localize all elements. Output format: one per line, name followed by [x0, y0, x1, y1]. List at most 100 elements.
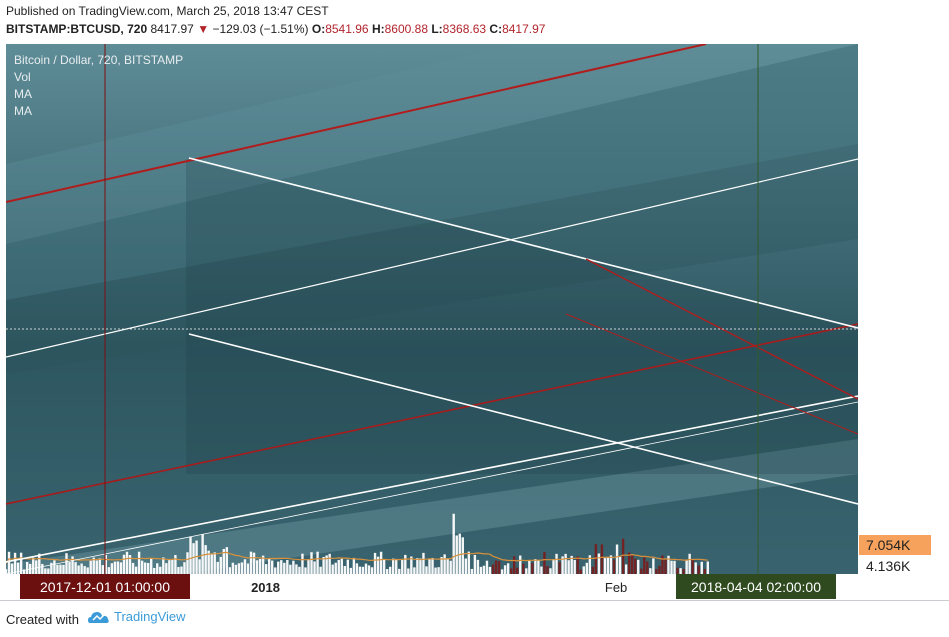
volume-bar	[231, 562, 235, 574]
volume-bar	[25, 561, 29, 574]
volume-bar	[50, 562, 53, 574]
volume-bar	[334, 562, 337, 574]
chart-area[interactable]: Bitcoin / Dollar, 720, BITSTAMP Vol MA MA 3…	[6, 44, 943, 600]
price-axis[interactable]: 32500.0025000.0019000.0015000.0012000.00…	[858, 44, 941, 576]
volume-bar	[146, 562, 150, 574]
volume-bar	[428, 558, 431, 574]
volume-bar	[476, 559, 480, 574]
volume-bar	[516, 567, 519, 574]
volume-bar	[585, 562, 588, 574]
volume-bar	[588, 555, 592, 574]
svg-text:2018-04-04 02:00:00: 2018-04-04 02:00:00	[691, 579, 821, 595]
tradingview-link[interactable]: TradingView	[88, 609, 186, 625]
time-axis[interactable]: 2018FebMar2017-12-01 01:00:002018-04-04 …	[20, 574, 836, 599]
volume-bar	[319, 566, 322, 574]
volume-bar	[183, 562, 186, 574]
volume-bar	[59, 564, 62, 574]
volume-bar	[364, 563, 368, 574]
volume-bar	[68, 562, 71, 574]
channel-lower-white-line	[6, 395, 858, 563]
volume-bar	[180, 566, 183, 574]
volume-bar	[38, 553, 41, 574]
volume-bar	[455, 535, 458, 574]
volume-bar	[177, 566, 180, 574]
created-with-label: Created with	[6, 612, 79, 627]
low-label: L:	[431, 22, 443, 36]
volume-bar	[361, 566, 365, 574]
volume-bar	[519, 555, 522, 574]
volume-bar	[110, 563, 114, 574]
volume-bar	[331, 564, 334, 574]
legend-item: MA	[14, 87, 32, 101]
volume-bar	[646, 561, 649, 574]
volume-bar	[122, 554, 126, 574]
volume-bar	[19, 552, 23, 574]
volume-bar	[237, 563, 241, 574]
volume-bar	[392, 558, 395, 574]
volume-bar	[395, 558, 398, 574]
volume-bar	[513, 556, 516, 574]
volume-bar	[434, 567, 437, 574]
volume-bar	[637, 559, 640, 574]
volume-bar	[700, 561, 703, 574]
volume-bar	[437, 567, 440, 574]
volume-bar	[119, 562, 123, 574]
volume-bar	[467, 551, 471, 574]
volume-bar	[525, 568, 528, 574]
volume-bar	[156, 563, 159, 574]
volume-bar	[267, 558, 271, 574]
volume-bar	[555, 553, 558, 574]
volume-bar	[304, 567, 307, 574]
volume-bar	[195, 540, 198, 574]
volume-bar	[292, 560, 295, 574]
svg-text:2017-12-01 01:00:00: 2017-12-01 01:00:00	[40, 579, 170, 595]
volume-bar	[494, 560, 498, 574]
volume-bar	[168, 560, 171, 574]
volume-bar	[258, 558, 262, 574]
volume-bar	[652, 558, 655, 574]
volume-bar	[47, 568, 50, 574]
svg-text:7.054K: 7.054K	[866, 537, 911, 553]
volume-bar	[349, 567, 353, 574]
volume-bar	[534, 559, 537, 574]
volume-bar	[77, 565, 80, 574]
volume-bar	[464, 558, 467, 574]
volume-bar	[352, 557, 356, 574]
volume-bar	[74, 562, 77, 574]
volume-bar	[509, 568, 513, 574]
volume-bar	[558, 562, 561, 574]
volume-bar	[153, 567, 156, 574]
volume-bar	[286, 559, 289, 574]
volume-bar	[325, 555, 328, 574]
volume-bar	[673, 560, 676, 574]
volume-bar	[249, 551, 253, 574]
volume-bar	[222, 548, 225, 574]
volume-bar	[528, 560, 531, 574]
volume-bar	[458, 533, 461, 574]
volume-bar	[113, 561, 117, 574]
volume-bar	[92, 557, 95, 574]
volume-bar	[691, 559, 694, 574]
volume-bar	[261, 555, 265, 574]
volume-bar	[667, 555, 670, 574]
volume-bar	[346, 559, 350, 574]
volume-bar	[83, 566, 86, 574]
volume-bar	[543, 552, 546, 574]
volume-bar	[431, 557, 434, 574]
volume-bar	[413, 567, 416, 574]
volume-bar	[503, 565, 507, 574]
volume-bar	[446, 558, 449, 574]
low-value: 8368.63	[442, 22, 487, 36]
volume-bar	[228, 567, 232, 574]
volume-bar	[128, 555, 132, 574]
volume-bar	[246, 563, 250, 574]
volume-bar	[570, 555, 573, 574]
high-value: 8600.88	[384, 22, 428, 36]
volume-bar	[207, 550, 210, 574]
price-chart[interactable]: Bitcoin / Dollar, 720, BITSTAMP Vol MA MA 3…	[6, 44, 943, 600]
volume-bar	[307, 558, 310, 574]
volume-bar	[531, 562, 534, 574]
volume-bar	[419, 558, 422, 574]
volume-bar	[234, 564, 238, 574]
tradingview-logo-icon	[88, 611, 109, 623]
